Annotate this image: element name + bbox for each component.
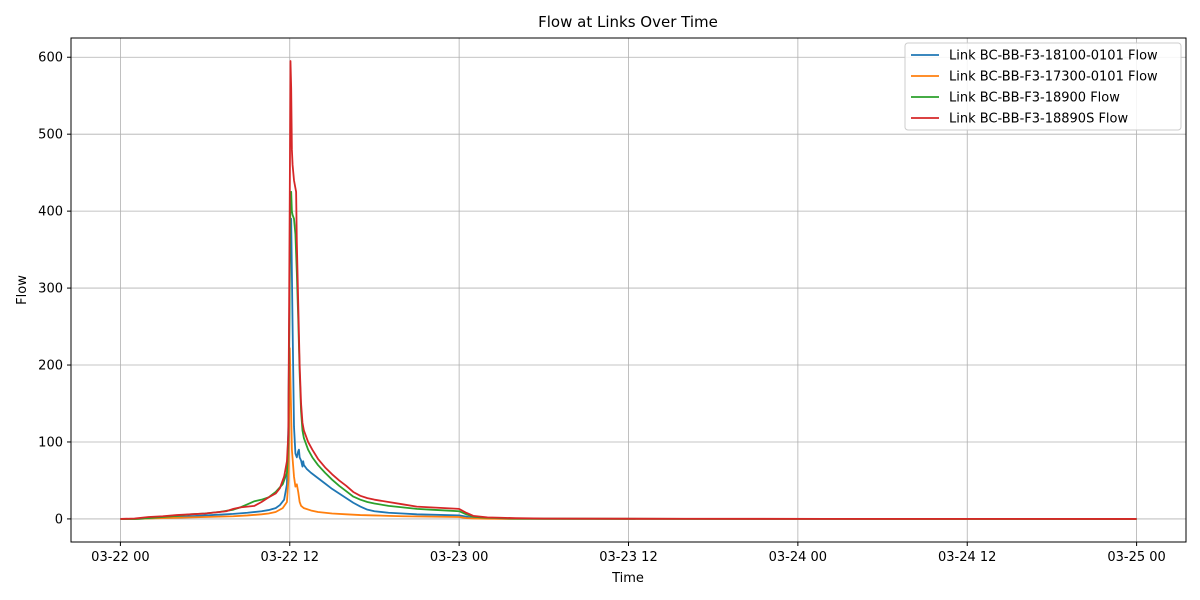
grid-lines [71, 38, 1186, 542]
y-axis-title: Flow [15, 275, 30, 305]
series-line-3 [120, 190, 1137, 520]
legend-label: Link BC-BB-F3-18900 Flow [949, 91, 1120, 106]
legend-box [904, 42, 1182, 131]
chart-title: Flow at Links Over Time [538, 13, 718, 31]
x-tick-label: 03-23 00 [430, 550, 488, 565]
x-tick-label: 03-22 00 [91, 550, 149, 565]
series-line-1 [120, 217, 1137, 520]
y-tick-label: 500 [38, 128, 63, 143]
series-line-4 [120, 60, 1137, 520]
legend-label: Link BC-BB-F3-18890S Flow [949, 112, 1128, 127]
axis-ticks: 03-22 00 03-22 12 03-23 00 03-23 12 03-24 00… [38, 51, 1166, 565]
x-tick-label: 03-24 00 [769, 550, 827, 565]
series-lines [120, 60, 1137, 520]
series-line-2 [120, 347, 1137, 520]
y-tick-label: 600 [38, 51, 63, 66]
legend-label: Link BC-BB-F3-17300-0101 Flow [949, 70, 1158, 85]
x-tick-label: 03-22 12 [261, 550, 319, 565]
y-tick-label: 100 [38, 435, 63, 450]
x-tick-label: 03-23 12 [599, 550, 657, 565]
x-axis-title: Time [611, 571, 644, 586]
y-tick-label: 400 [38, 205, 63, 220]
legend-label: Link BC-BB-F3-18100-0101 Flow [949, 49, 1158, 64]
y-tick-label: 300 [38, 282, 63, 297]
legend: Link BC-BB-F3-18100-0101 Flow Link BC-BB-… [904, 42, 1182, 131]
y-tick-label: 200 [38, 359, 63, 374]
x-tick-label: 03-24 12 [938, 550, 996, 565]
x-tick-label: 03-25 00 [1107, 550, 1165, 565]
y-tick-label: 0 [55, 512, 63, 527]
